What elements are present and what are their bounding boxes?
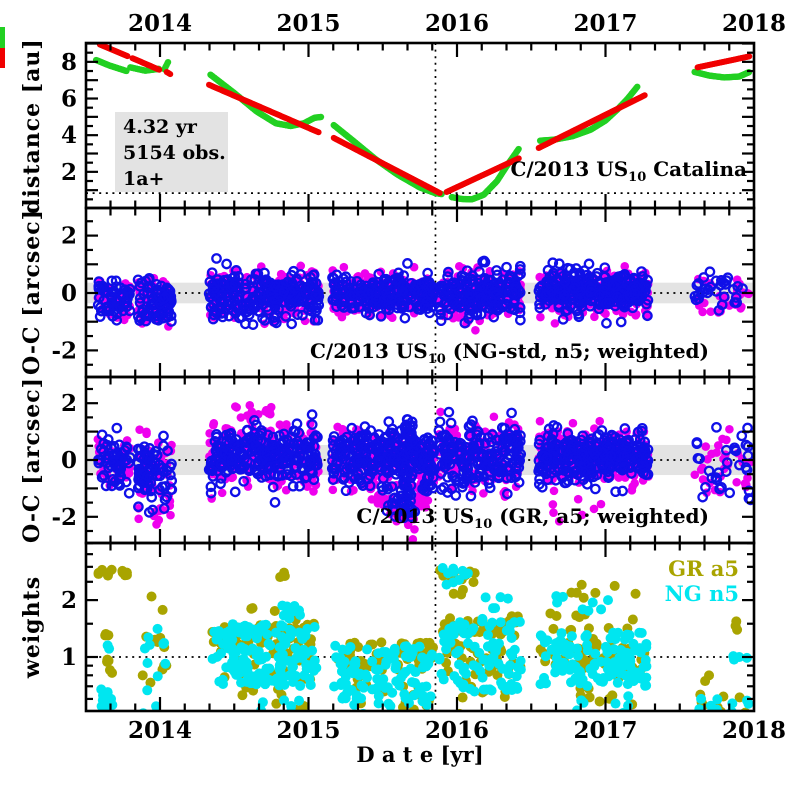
panel3-label-sub: 10 xyxy=(474,517,493,532)
x-year-label-bottom-2014: 2014 xyxy=(128,717,192,744)
ytick-label-panel1-2: 2 xyxy=(61,159,77,186)
ytick-label-panel1-6: 6 xyxy=(61,86,77,113)
distance-points xyxy=(92,43,753,203)
oc-blue-series-panel3 xyxy=(93,406,754,524)
ytick-label-panel4-2: 2 xyxy=(61,587,77,614)
panel2-model-label: C/2013 US10 (NG-std, n5; weighted) xyxy=(310,340,709,367)
ytick-label-panel4-1: 1 xyxy=(61,644,77,671)
x-year-label-top-2017: 2017 xyxy=(573,10,637,37)
panel2-label-pre: C/2013 US xyxy=(310,339,428,363)
ytick-label-panel2-2: 2 xyxy=(61,223,77,250)
x-axis-title: D a t e [yr] xyxy=(356,742,484,767)
oc-points-panel3 xyxy=(93,401,754,543)
panel2-label-post: (NG-std, n5; weighted) xyxy=(445,339,709,363)
x-year-label-top-2015: 2015 xyxy=(276,10,340,37)
oc-blue-series-panel2 xyxy=(92,253,748,330)
heliocentric-distance-series xyxy=(96,43,753,197)
x-year-label-bottom-2018: 2018 xyxy=(722,717,786,744)
green-distance-legend-mark xyxy=(0,27,5,48)
panel1-label-sub: 10 xyxy=(628,170,647,185)
weights-legend: GR a5 NG n5 xyxy=(665,556,739,606)
x-year-label-top-2014: 2014 xyxy=(128,10,192,37)
panel1-label-post: Catalina xyxy=(646,157,747,181)
legend-ng-n5: NG n5 xyxy=(664,581,739,606)
weights-points xyxy=(93,562,754,711)
weights-ng-n5-series xyxy=(96,562,754,711)
x-year-label-bottom-2016: 2016 xyxy=(425,717,489,744)
y-axis-title-oc-gr: O-C [arcsec] xyxy=(18,376,45,544)
panel2-label-sub: 10 xyxy=(427,352,446,367)
panel1-label-pre: C/2013 US xyxy=(510,157,629,181)
info-obs-count: 5154 obs. xyxy=(123,142,226,164)
oc-points-panel2 xyxy=(92,253,753,335)
y-axis-title-oc-ng: O-C [arcsec] xyxy=(18,208,45,376)
ytick-label-panel1-4: 4 xyxy=(61,122,77,149)
red-distance-legend-mark xyxy=(0,48,5,68)
ytick-label-panel2--2: -2 xyxy=(51,337,77,364)
ytick-label-panel1-8: 8 xyxy=(61,49,77,76)
y-axis-title-distance: distance [au] xyxy=(18,38,45,214)
panel3-label-post: (GR, a5; weighted) xyxy=(492,504,709,528)
panel1-comet-label: C/2013 US10 Catalina xyxy=(510,158,747,185)
x-year-label-top-2016: 2016 xyxy=(425,10,489,37)
info-quality-class: 1a+ xyxy=(123,168,165,190)
panel3-label-pre: C/2013 US xyxy=(356,504,475,528)
orbit-info-box: 4.32 yr 5154 obs. 1a+ xyxy=(115,112,228,192)
x-year-label-bottom-2017: 2017 xyxy=(573,717,637,744)
panel4-frame xyxy=(84,541,756,713)
ytick-label-panel3-0: 0 xyxy=(61,447,77,474)
ytick-label-panel3--2: -2 xyxy=(51,504,77,531)
panel3-model-label: C/2013 US10 (GR, a5; weighted) xyxy=(356,505,709,532)
ytick-label-panel3-2: 2 xyxy=(61,390,77,417)
legend-gr-a5: GR a5 xyxy=(668,556,739,581)
x-year-label-top-2018: 2018 xyxy=(722,10,786,37)
y-axis-title-weights: weights xyxy=(18,575,45,679)
info-arc-length: 4.32 yr xyxy=(123,116,197,138)
ytick-label-panel2-0: 0 xyxy=(61,280,77,307)
x-year-label-bottom-2015: 2015 xyxy=(276,717,340,744)
